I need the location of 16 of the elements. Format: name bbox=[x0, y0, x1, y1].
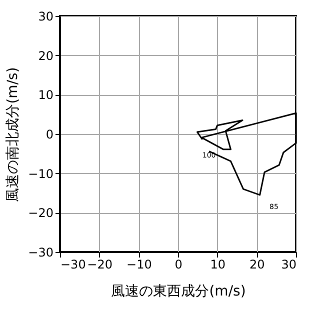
x-tick-label: 30 bbox=[281, 258, 296, 272]
y-tick-label: 30 bbox=[38, 10, 54, 24]
x-tick-label: −30 bbox=[60, 258, 86, 272]
x-tick-label: 10 bbox=[210, 258, 226, 272]
y-tick-label: 0 bbox=[46, 128, 54, 142]
y-tick-label: 10 bbox=[38, 88, 54, 102]
y-tick-label: −30 bbox=[28, 246, 54, 260]
y-tick-label: 20 bbox=[38, 48, 54, 63]
y-axis-title: 風速の南北成分(m/s) bbox=[5, 67, 22, 202]
x-axis-title: 風速の東西成分(m/s) bbox=[111, 284, 246, 300]
y-tick-label: −20 bbox=[28, 206, 54, 220]
x-tick-label: 0 bbox=[174, 258, 182, 272]
x-tick-label: −20 bbox=[87, 258, 112, 272]
y-tick-label: −10 bbox=[28, 166, 54, 181]
x-tick-label: −10 bbox=[126, 258, 152, 272]
x-tick-label: 20 bbox=[250, 258, 265, 272]
